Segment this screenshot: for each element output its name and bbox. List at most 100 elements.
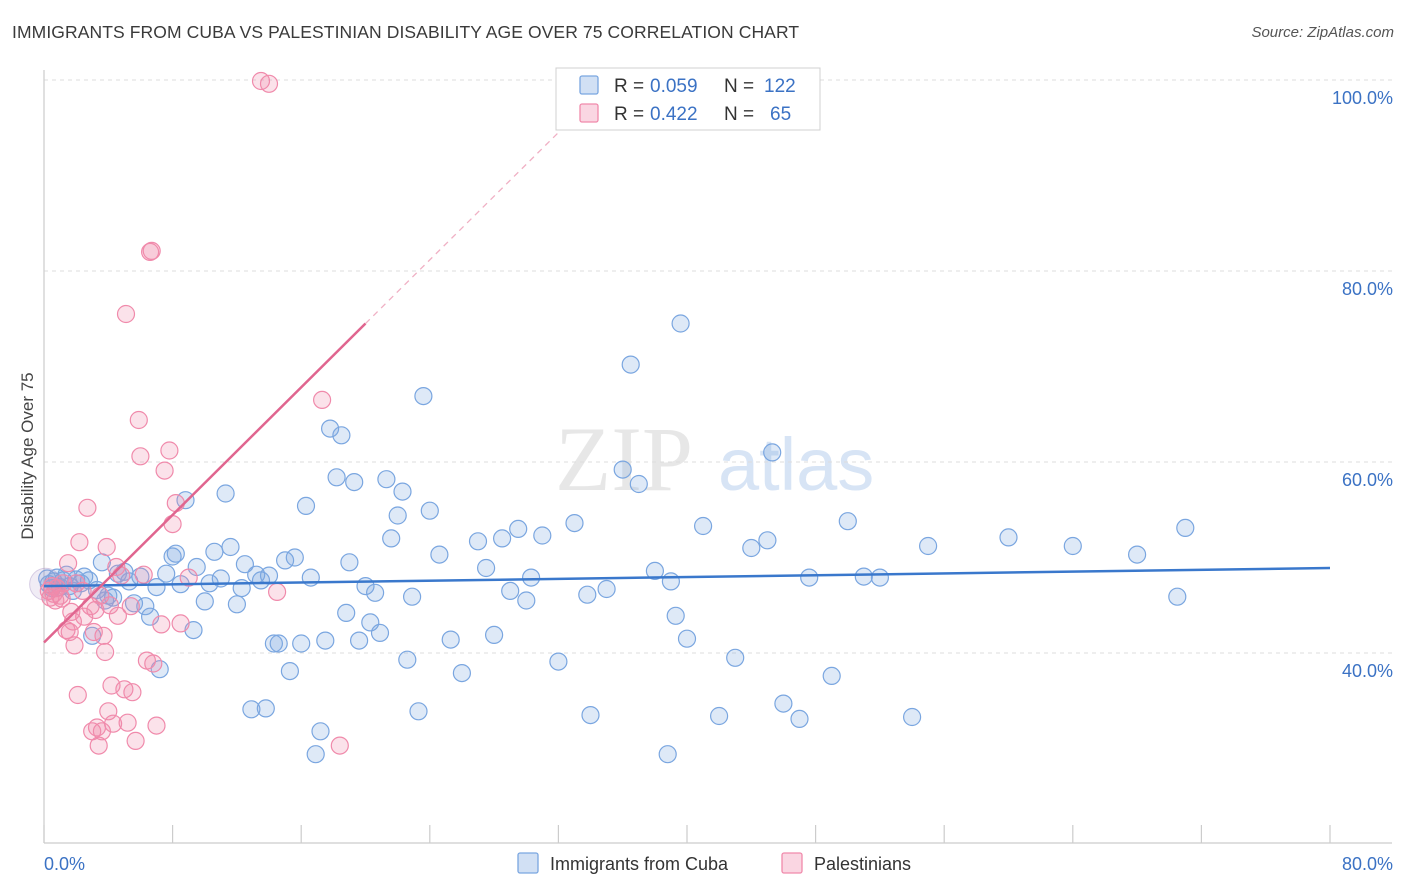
chart-title: IMMIGRANTS FROM CUBA VS PALESTINIAN DISA… <box>12 22 800 42</box>
cuba-point-44 <box>235 555 254 574</box>
cuba-point-73 <box>382 529 401 548</box>
palestinian-point-30 <box>95 642 115 662</box>
cuba-point-94 <box>565 513 584 533</box>
x-tick-labels: 0.0% 80.0% <box>44 854 1393 874</box>
palestinian-point-31 <box>97 537 116 557</box>
cuba-point-100 <box>629 474 648 494</box>
cuba-point-67 <box>350 631 369 650</box>
cuba-point-87 <box>493 529 512 548</box>
cuba-point-119 <box>870 568 890 587</box>
palestinian-point-26 <box>89 736 108 755</box>
series-legend: Immigrants from Cuba Palestinians <box>517 852 911 874</box>
cuba-point-101 <box>645 561 665 581</box>
cuba-point-125 <box>1176 518 1195 538</box>
y-tick-labels: 40.0% 60.0% 80.0% 100.0% <box>1332 88 1393 681</box>
cuba-point-115 <box>800 568 819 587</box>
cuba-point-111 <box>758 531 777 550</box>
palestinian-point-24 <box>86 600 105 620</box>
gridlines <box>44 79 1392 654</box>
cuba-point-50 <box>264 634 283 653</box>
palestinian-point-63 <box>313 390 332 409</box>
palestinian-point-38 <box>112 566 131 585</box>
cuba-point-117 <box>838 512 857 531</box>
palestinian-point-61 <box>259 74 279 93</box>
palestinian-point-45 <box>129 410 148 430</box>
cuba-point-60 <box>316 631 335 650</box>
cuba-point-126 <box>1168 587 1187 606</box>
palestinian-point-14 <box>65 636 84 655</box>
cuba-point-29 <box>157 564 176 583</box>
series-legend-swatch-cuba <box>517 852 539 874</box>
palestinian-point-51 <box>144 654 163 673</box>
cuba-point-48 <box>256 699 275 718</box>
palestinian-point-8 <box>54 574 73 593</box>
palestinian-point-49 <box>141 242 160 261</box>
palestinian-point-19 <box>75 607 94 626</box>
cuba-point-59 <box>311 722 330 741</box>
cuba-point-74 <box>388 506 407 525</box>
series-legend-swatch-palestinians <box>781 852 803 874</box>
palestinian-point-10 <box>58 554 78 573</box>
cuba-point-75 <box>393 482 412 501</box>
trend-line-palestinians <box>43 322 367 644</box>
series-legend-label-palestinians: Palestinians <box>814 854 911 874</box>
cuba-point-107 <box>693 516 713 536</box>
cuba-point-92 <box>533 526 552 545</box>
palestinian-point-23 <box>84 622 103 642</box>
palestinian-point-29 <box>94 626 113 645</box>
cuba-point-42 <box>227 595 246 614</box>
cuba-point-93 <box>549 652 568 671</box>
cuba-point-61 <box>321 419 340 438</box>
cuba-point-122 <box>999 528 1018 547</box>
y-tick-label-3: 100.0% <box>1332 88 1393 108</box>
cuba-point-72 <box>377 470 396 489</box>
y-tick-label-2: 80.0% <box>1342 279 1393 299</box>
palestinian-point-52 <box>147 716 166 735</box>
cuba-point-64 <box>337 603 356 623</box>
palestinian-point-15 <box>67 574 86 593</box>
cuba-point-36 <box>195 592 214 611</box>
cuba-point-41 <box>221 537 240 557</box>
cuba-point-114 <box>790 709 809 729</box>
cuba-point-106 <box>677 629 697 648</box>
palestinian-point-41 <box>118 713 137 732</box>
palestinian-point-47 <box>134 565 153 584</box>
cuba-point-84 <box>468 532 488 551</box>
x-tick-label-0: 0.0% <box>44 854 85 874</box>
y-tick-label-0: 40.0% <box>1342 661 1393 681</box>
cuba-point-99 <box>621 355 640 374</box>
cuba-point-105 <box>671 314 690 333</box>
cuba-point-78 <box>409 702 428 721</box>
trend-line-cuba <box>43 566 1331 588</box>
palestinian-point-44 <box>126 731 145 751</box>
cuba-point-66 <box>345 473 364 492</box>
cuba-point-56 <box>296 496 316 515</box>
palestinian-point-55 <box>160 441 179 460</box>
cuba-point-27 <box>147 577 166 597</box>
cuba-point-77 <box>403 587 422 606</box>
trend-lines <box>43 132 1331 644</box>
y-tick-label-1: 60.0% <box>1342 470 1393 490</box>
stats-legend-n-label-blue: N = <box>724 76 754 97</box>
palestinian-point-11 <box>60 622 79 642</box>
cuba-point-81 <box>430 545 449 564</box>
palestinian-point-54 <box>155 461 174 480</box>
palestinian-point-62 <box>268 582 287 602</box>
cuba-point-51 <box>269 634 288 653</box>
cuba-point-103 <box>661 572 681 591</box>
palestinian-point-50 <box>142 241 161 260</box>
palestinian-point-35 <box>103 714 123 733</box>
cuba-point-110 <box>742 538 761 558</box>
cuba-point-76 <box>398 650 417 669</box>
cuba-point-83 <box>452 663 471 683</box>
series-immigrants-from-cuba <box>29 314 1195 764</box>
cuba-point-65 <box>340 553 359 572</box>
watermark-zip: ZIP <box>555 408 693 510</box>
cuba-point-54 <box>285 548 304 567</box>
cuba-point-71 <box>370 623 390 643</box>
cuba-point-88 <box>501 581 520 601</box>
stats-legend-r-label-pink: R = <box>614 104 644 125</box>
stats-legend-swatch-pink <box>579 103 599 123</box>
cuba-point-38 <box>205 542 224 561</box>
stats-legend-n-label-pink: N = <box>724 104 754 125</box>
